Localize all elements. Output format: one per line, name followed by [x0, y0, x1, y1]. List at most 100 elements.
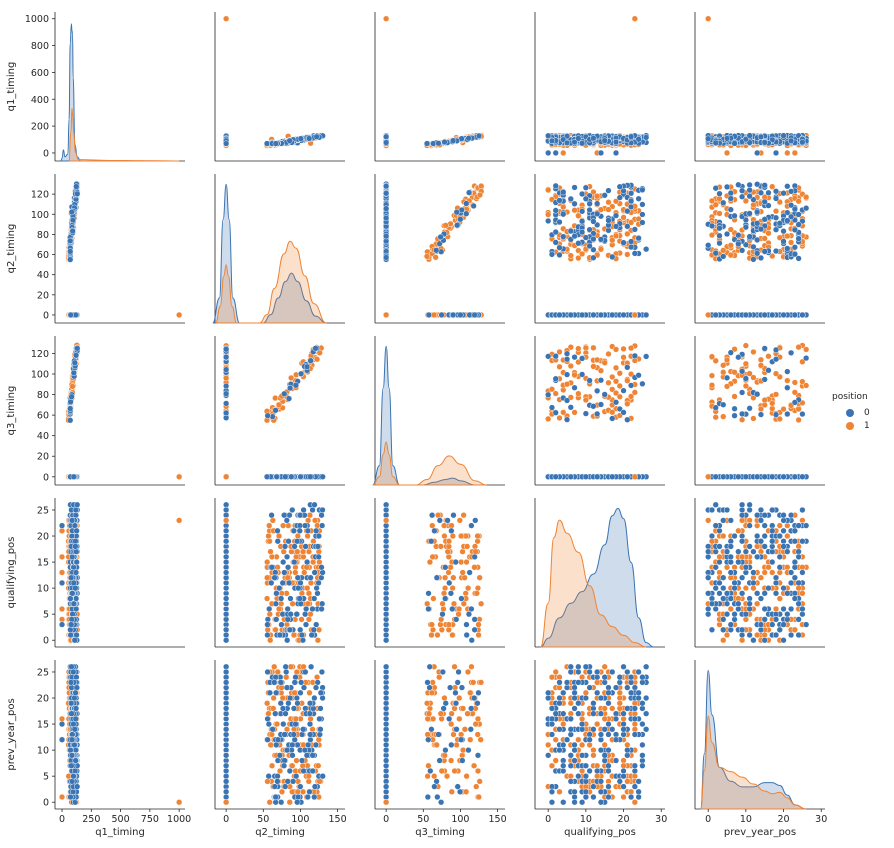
outlier-point: [705, 15, 712, 22]
point: [712, 311, 719, 319]
point: [784, 245, 791, 252]
point: [264, 412, 271, 419]
point: [74, 190, 81, 197]
point: [746, 210, 753, 217]
point: [567, 252, 574, 259]
point: [288, 374, 295, 382]
point: [639, 201, 646, 208]
point: [223, 382, 230, 390]
point: [772, 208, 780, 215]
point: [67, 248, 74, 255]
point: [627, 238, 635, 245]
outlier-point: [223, 15, 230, 22]
point: [548, 137, 556, 144]
outlier-point: [705, 311, 712, 319]
point: [769, 311, 776, 319]
point: [586, 206, 593, 214]
point: [433, 247, 440, 254]
y-tick-label: 100: [31, 210, 49, 221]
point: [74, 345, 81, 352]
point: [772, 195, 780, 202]
point: [791, 149, 798, 157]
point: [731, 140, 738, 147]
point: [620, 214, 627, 221]
panel-q2_timing-vs-prev_year_pos: [694, 174, 825, 324]
point: [586, 200, 593, 207]
point: [761, 248, 768, 255]
point: [306, 135, 313, 142]
panel-q3_timing-vs-qualifying_pos: [534, 336, 665, 486]
point: [612, 212, 620, 219]
point: [449, 137, 457, 144]
outlier-point: [176, 311, 183, 319]
point: [441, 138, 448, 146]
panel-q1_timing-vs-prev_year_pos: [694, 12, 825, 162]
point: [761, 182, 768, 189]
point: [578, 190, 586, 198]
point: [757, 226, 765, 233]
point: [383, 214, 390, 222]
point: [620, 239, 627, 246]
point: [263, 473, 271, 480]
point: [475, 132, 483, 139]
point: [423, 140, 431, 147]
point: [590, 254, 597, 261]
point: [303, 363, 311, 370]
point: [754, 250, 761, 257]
point: [586, 242, 593, 250]
point: [282, 473, 289, 480]
point: [601, 137, 608, 144]
point: [627, 197, 635, 205]
point: [383, 254, 390, 261]
point: [560, 233, 567, 240]
point: [791, 226, 798, 233]
point: [223, 140, 230, 147]
point: [757, 133, 765, 140]
point: [761, 198, 768, 205]
point: [716, 240, 723, 247]
point: [454, 222, 461, 229]
y-tick-label: 200: [31, 122, 49, 133]
y-tick-label: 80: [37, 230, 49, 241]
point: [780, 190, 787, 197]
point: [772, 247, 780, 255]
point: [731, 212, 738, 219]
point: [712, 201, 719, 208]
point: [795, 221, 802, 228]
point: [776, 220, 783, 227]
point: [784, 149, 791, 157]
point: [609, 373, 616, 381]
point: [723, 149, 731, 157]
point: [560, 189, 567, 196]
point: [590, 363, 597, 370]
point: [795, 235, 802, 242]
point: [750, 256, 757, 263]
point: [567, 311, 574, 319]
point: [627, 203, 635, 211]
point: [556, 197, 563, 204]
point: [590, 135, 597, 142]
point: [313, 133, 320, 140]
point: [712, 250, 719, 257]
point: [601, 192, 608, 199]
point: [432, 254, 439, 261]
y-tick-label: 60: [37, 411, 49, 422]
point: [597, 311, 605, 319]
point: [738, 187, 746, 194]
point: [754, 220, 761, 227]
point: [716, 190, 723, 197]
point: [69, 227, 76, 235]
point: [463, 200, 470, 207]
point: [787, 137, 795, 144]
point: [631, 226, 638, 233]
point: [545, 186, 552, 194]
point: [616, 194, 623, 201]
point: [716, 225, 723, 232]
y-tick-label: 1000: [25, 14, 49, 25]
point: [68, 393, 75, 400]
point: [430, 311, 438, 319]
point: [765, 189, 772, 196]
point: [582, 396, 589, 404]
